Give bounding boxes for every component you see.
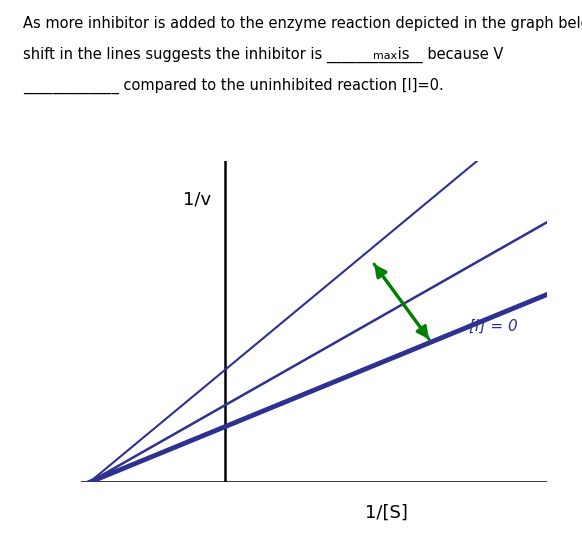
Text: shift in the lines suggests the inhibitor is _____________ because V: shift in the lines suggests the inhibito… [23,47,503,63]
Text: As more inhibitor is added to the enzyme reaction depicted in the graph below, t: As more inhibitor is added to the enzyme… [23,16,582,31]
Text: [I] = 0: [I] = 0 [470,319,518,334]
Text: 1/[S]: 1/[S] [364,504,407,522]
Text: is: is [393,47,410,62]
Text: max: max [373,51,397,62]
Text: _____________ compared to the uninhibited reaction [I]=0.: _____________ compared to the uninhibite… [23,78,444,94]
Text: 1/v: 1/v [183,190,211,209]
